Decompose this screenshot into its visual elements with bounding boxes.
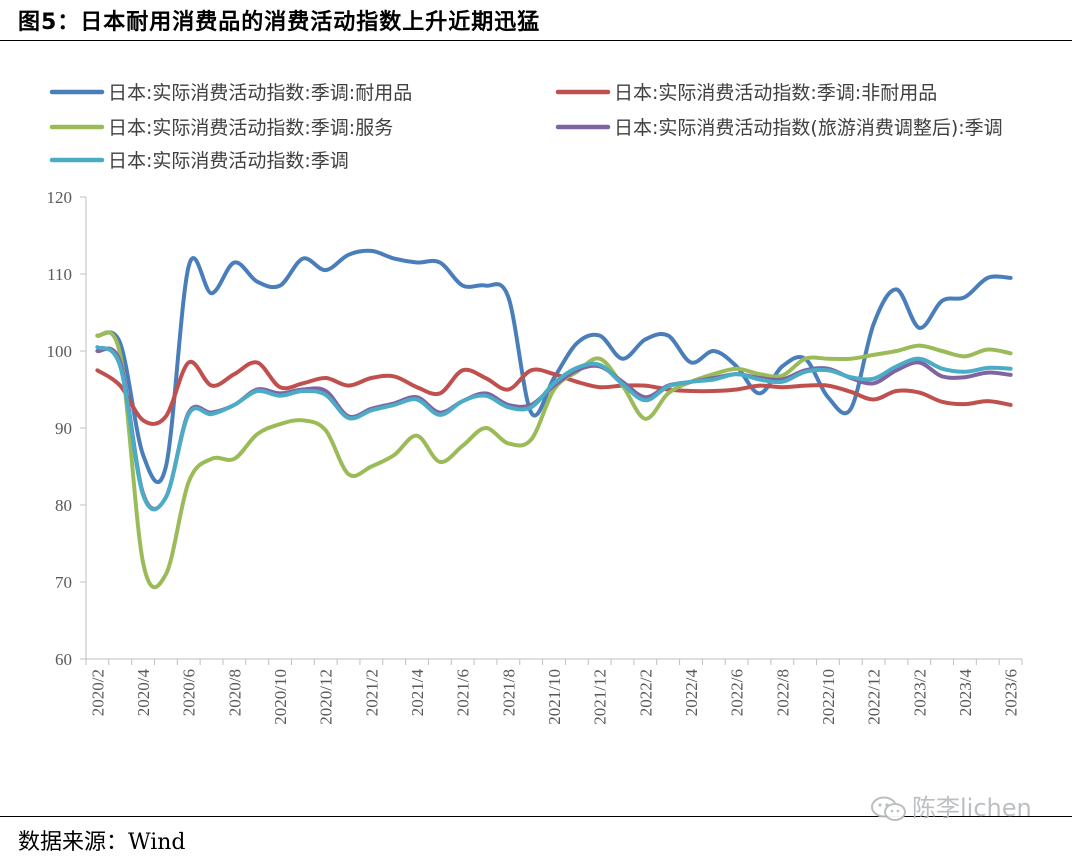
x-tick-label: 2021/2 bbox=[362, 669, 381, 716]
series-line-4 bbox=[95, 345, 1013, 512]
axes: 60 70 80 90 100 110 120 2020/2 2020/4 2020/6 2020/… bbox=[47, 188, 1023, 725]
x-tick-label: 2021/8 bbox=[499, 669, 518, 716]
x-tick-label: 2020/12 bbox=[317, 669, 336, 725]
legend: 日本:实际消费活动指数:季调:耐用品 日本:实际消费活动指数:季调:非耐用品日本:… bbox=[49, 82, 1003, 172]
legend-item-1: 日本:实际消费活动指数:季调:非耐用品 bbox=[555, 82, 937, 104]
series-line-2 bbox=[95, 330, 1013, 590]
legend-label: 日本:实际消费活动指数:季调 bbox=[108, 150, 349, 172]
x-tick-label: 2020/10 bbox=[271, 669, 290, 725]
x-tick-label: 2022/8 bbox=[773, 669, 792, 716]
legend-item-2: 日本:实际消费活动指数:季调:服务 bbox=[49, 117, 393, 139]
legend-label: 日本:实际消费活动指数:季调:服务 bbox=[108, 117, 393, 139]
series-line-0 bbox=[95, 248, 1013, 485]
legend-label: 日本:实际消费活动指数:季调:非耐用品 bbox=[614, 82, 937, 104]
wechat-icon bbox=[871, 796, 906, 821]
legend-item-0: 日本:实际消费活动指数:季调:耐用品 bbox=[49, 82, 412, 104]
legend-item-3: 日本:实际消费活动指数(旅游消费调整后):季调 bbox=[555, 117, 1003, 139]
x-tick-label: 2022/12 bbox=[865, 669, 884, 725]
y-tick-label: 80 bbox=[55, 496, 72, 515]
legend-label: 日本:实际消费活动指数(旅游消费调整后):季调 bbox=[614, 117, 1003, 139]
watermark-text: 陈李lichen bbox=[912, 794, 1032, 822]
x-tick-label: 2021/12 bbox=[591, 669, 610, 725]
x-tick-label: 2023/6 bbox=[1002, 669, 1021, 716]
line-chart: 日本:实际消费活动指数:季调:耐用品 日本:实际消费活动指数:季调:非耐用品日本:… bbox=[47, 82, 1023, 725]
x-tick-label: 2021/6 bbox=[454, 669, 473, 716]
x-tick-label: 2023/2 bbox=[910, 669, 929, 716]
x-tick-label: 2020/4 bbox=[134, 669, 153, 717]
bottom-rule bbox=[0, 816, 1072, 817]
legend-label: 日本:实际消费活动指数:季调:耐用品 bbox=[108, 82, 412, 104]
x-tick-label: 2020/6 bbox=[180, 669, 199, 716]
series-line-1 bbox=[95, 359, 1013, 426]
y-tick-label: 70 bbox=[55, 573, 72, 592]
y-tick-label: 60 bbox=[55, 650, 72, 669]
x-tick-label: 2022/4 bbox=[682, 669, 701, 717]
figure-title: 图5：日本耐用消费品的消费活动指数上升近期迅猛 bbox=[18, 10, 541, 35]
x-tick-label: 2022/2 bbox=[636, 669, 655, 716]
source-note: 数据来源：Wind bbox=[18, 830, 186, 855]
x-tick-label: 2022/6 bbox=[728, 669, 747, 716]
x-tick-label: 2023/4 bbox=[956, 669, 975, 717]
x-tick-label: 2020/8 bbox=[225, 669, 244, 716]
x-tick-label: 2021/4 bbox=[408, 669, 427, 717]
legend-item-4: 日本:实际消费活动指数:季调 bbox=[49, 150, 349, 172]
y-tick-label: 110 bbox=[47, 265, 72, 284]
x-tick-label: 2022/10 bbox=[819, 669, 838, 725]
y-tick-label: 100 bbox=[47, 342, 73, 361]
x-tick-label: 2020/2 bbox=[88, 669, 107, 716]
x-tick-label: 2021/10 bbox=[545, 669, 564, 725]
watermark: 陈李lichen bbox=[870, 788, 1032, 823]
y-tick-label: 90 bbox=[55, 419, 72, 438]
top-rule bbox=[0, 40, 1072, 41]
y-tick-label: 120 bbox=[47, 188, 73, 207]
series-lines bbox=[95, 248, 1013, 590]
